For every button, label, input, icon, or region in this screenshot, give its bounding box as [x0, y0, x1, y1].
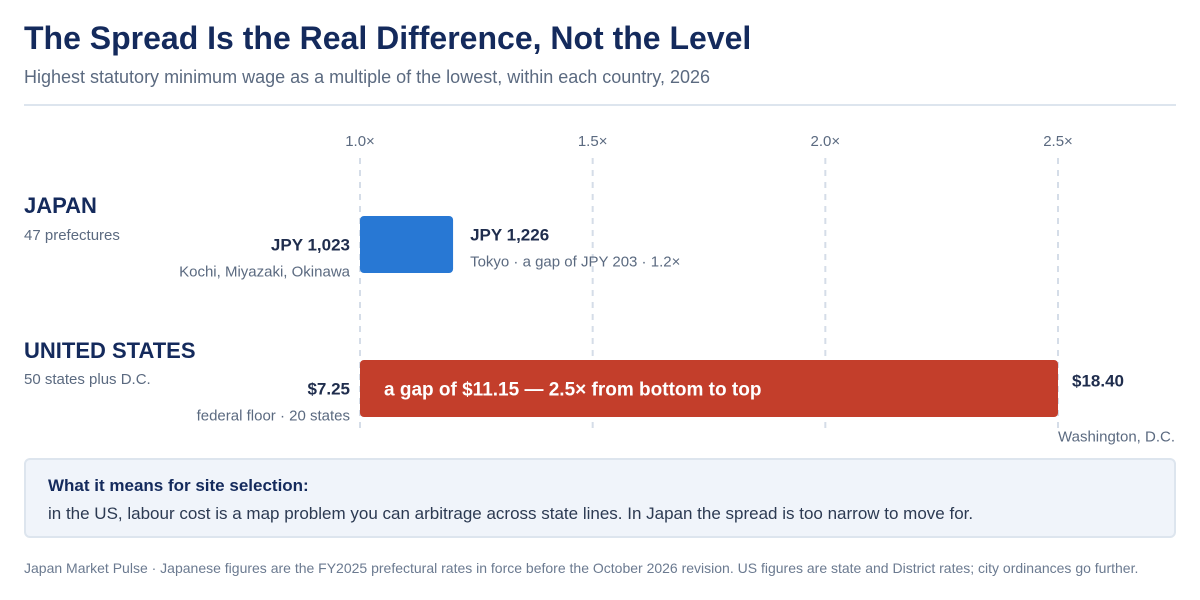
low-value-label: $7.25: [307, 380, 350, 399]
header-divider: [24, 104, 1176, 106]
low-note-label: federal floor · 20 states: [197, 408, 350, 425]
site-selection-callout: What it means for site selection: in the…: [24, 458, 1176, 538]
country-sub-japan: 47 prefectures: [24, 227, 120, 244]
page-subtitle: Highest statutory minimum wage as a mult…: [24, 67, 710, 87]
bar: [360, 360, 1058, 417]
spread-chart: 1.0× 1.5× 2.0× 2.5× JPY 1,023 Kochi, Miyazaki…: [179, 133, 1175, 446]
high-value-label: $18.40: [1072, 372, 1124, 391]
high-note-label: Washington, D.C.: [1058, 429, 1175, 446]
country-name-japan: JAPAN: [24, 193, 97, 218]
callout-heading: What it means for site selection:: [48, 476, 309, 495]
bar: [360, 216, 454, 273]
x-tick-label: 2.5×: [1043, 133, 1073, 150]
page-title: The Spread Is the Real Difference, Not t…: [24, 20, 752, 56]
country-name-us: UNITED STATES: [24, 338, 196, 363]
x-tick-label: 1.0×: [345, 133, 375, 150]
country-sub-us: 50 states plus D.C.: [24, 371, 151, 388]
high-note-label: Tokyo · a gap of JPY 203 · 1.2×: [470, 254, 680, 271]
bar-inline-label: a gap of $11.15 — 2.5× from bottom to to…: [384, 380, 761, 401]
footer-note: Japan Market Pulse · Japanese figures ar…: [24, 560, 1139, 576]
callout-body: in the US, labour cost is a map problem …: [48, 504, 974, 523]
low-value-label: JPY 1,023: [271, 236, 350, 255]
low-note-label: Kochi, Miyazaki, Okinawa: [179, 264, 351, 281]
x-tick-label: 2.0×: [811, 133, 841, 150]
x-tick-label: 1.5×: [578, 133, 608, 150]
high-value-label: JPY 1,226: [470, 226, 549, 245]
